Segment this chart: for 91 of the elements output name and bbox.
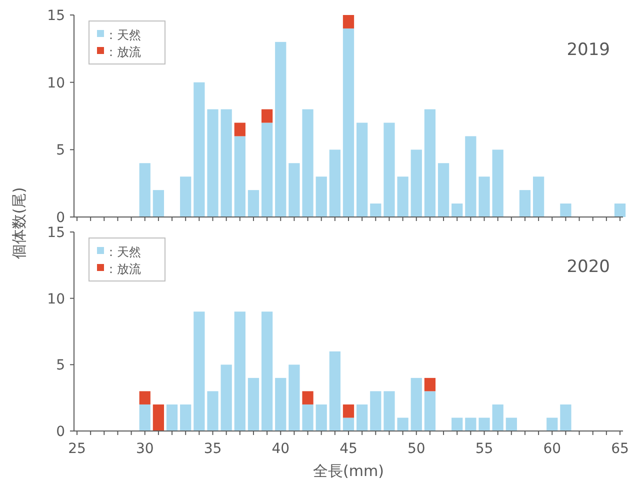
- bar: [152, 404, 164, 431]
- bar: [370, 204, 382, 217]
- bar: [465, 136, 476, 217]
- bar: [356, 122, 368, 217]
- bar: [519, 190, 531, 217]
- bar: [506, 418, 517, 431]
- bar: [424, 109, 436, 217]
- bar: [316, 404, 327, 431]
- bar: [261, 109, 273, 123]
- bar: [438, 163, 450, 217]
- bar: [180, 404, 192, 431]
- x-tick-label: 25: [68, 441, 86, 457]
- bar: [465, 418, 476, 431]
- bar: [302, 109, 314, 217]
- bar: [342, 28, 354, 217]
- bar: [234, 136, 246, 217]
- bar: [342, 418, 354, 431]
- bar: [275, 378, 286, 431]
- bar: [560, 204, 572, 217]
- x-tick-label: 35: [204, 441, 222, 457]
- legend-label: ：天然: [105, 28, 141, 42]
- bar: [384, 391, 395, 431]
- bar: [261, 122, 273, 217]
- x-tick-label: 55: [475, 441, 494, 457]
- bar: [288, 163, 300, 217]
- bar: [560, 404, 572, 431]
- annotation: 2020: [566, 257, 610, 277]
- bar: [220, 364, 232, 431]
- bar: [207, 109, 218, 217]
- y-tick-label: 0: [56, 210, 65, 226]
- legend-label: ：放流: [105, 45, 141, 59]
- bar: [180, 176, 192, 217]
- x-tick-label: 50: [407, 441, 426, 457]
- bar: [492, 404, 504, 431]
- bar: [397, 418, 408, 431]
- bar: [207, 391, 218, 431]
- bar: [194, 312, 205, 431]
- bar: [478, 176, 490, 217]
- bar: [302, 404, 314, 431]
- y-tick-label: 10: [47, 291, 65, 308]
- y-tick-label: 5: [56, 358, 65, 374]
- bar: [139, 404, 150, 431]
- bar: [532, 176, 544, 217]
- bar: [452, 418, 463, 431]
- bar: [234, 122, 246, 136]
- x-tick-label: 60: [543, 441, 562, 457]
- bar: [152, 190, 164, 217]
- x-tick-label: 65: [611, 441, 629, 457]
- y-tick-label: 5: [56, 142, 65, 159]
- y-tick-label: 15: [47, 225, 65, 241]
- y-tick-label: 10: [47, 75, 65, 92]
- bar: [234, 312, 246, 431]
- bar: [342, 404, 354, 418]
- bar: [342, 15, 354, 28]
- bar: [424, 391, 436, 431]
- y-tick-label: 0: [56, 424, 65, 440]
- bar: [316, 176, 327, 217]
- bar: [275, 42, 286, 217]
- bar: [220, 109, 232, 217]
- bar: [370, 391, 382, 431]
- bar: [288, 364, 300, 431]
- bar: [424, 378, 436, 392]
- bar: [452, 204, 463, 217]
- bar: [329, 351, 340, 431]
- legend-label: ：天然: [105, 245, 141, 259]
- bar: [248, 378, 260, 431]
- bar: [356, 404, 368, 431]
- bar: [139, 163, 150, 217]
- bar: [194, 82, 205, 217]
- x-tick-label: 30: [136, 441, 154, 457]
- bar: [410, 378, 422, 431]
- x-axis-title: 全長(mm): [313, 462, 384, 480]
- bar: [139, 391, 150, 404]
- bar: [492, 150, 504, 217]
- x-tick-label: 40: [272, 441, 290, 457]
- bar: [261, 312, 273, 431]
- bar: [478, 418, 490, 431]
- bar: [329, 150, 340, 217]
- bar: [410, 150, 422, 217]
- y-tick-label: 15: [47, 8, 65, 24]
- legend-label: ：放流: [105, 262, 141, 276]
- bar: [248, 190, 260, 217]
- bar: [614, 204, 626, 217]
- y-axis-title: 個体数(尾): [10, 187, 28, 259]
- bar: [384, 122, 395, 217]
- bar: [302, 391, 314, 404]
- bar: [546, 418, 558, 431]
- x-tick-label: 45: [340, 441, 358, 457]
- bar: [397, 176, 408, 217]
- annotation: 2019: [566, 40, 610, 60]
- bar: [166, 404, 178, 431]
